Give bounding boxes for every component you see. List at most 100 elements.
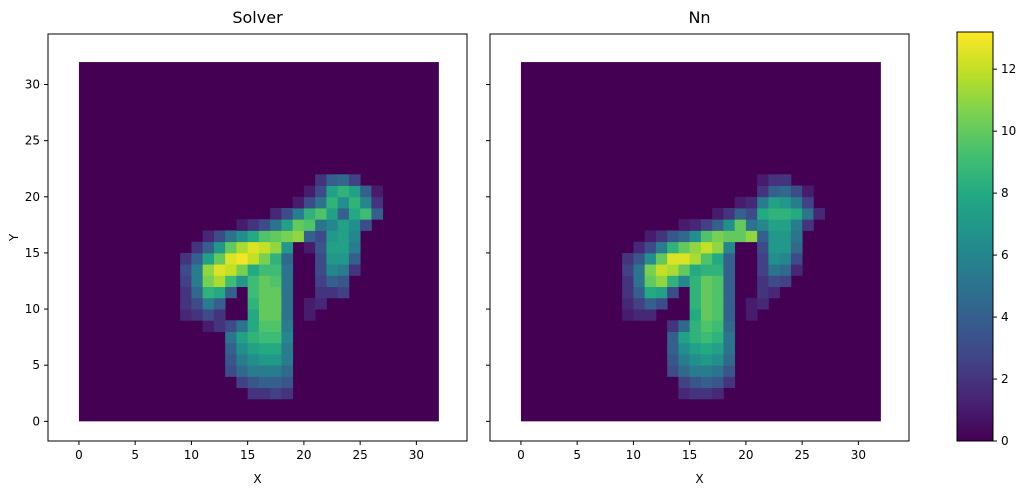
- heatmap-cell: [225, 342, 237, 355]
- heatmap-cell: [700, 275, 713, 288]
- heatmap-cell: [281, 241, 294, 254]
- heatmap-cell: [633, 297, 646, 310]
- heatmap-cell: [225, 286, 237, 299]
- heatmap-cell: [225, 365, 237, 377]
- heatmap-cell: [667, 264, 679, 276]
- solver-chart-title: Solver: [232, 8, 283, 27]
- x-tick-label: 15: [682, 448, 697, 462]
- heatmap-cell: [360, 196, 372, 209]
- heatmap-cell: [292, 208, 305, 220]
- heatmap-cell: [326, 264, 339, 276]
- heatmap-cell: [315, 264, 327, 276]
- heatmap-cell: [644, 241, 657, 254]
- x-tick-label: 20: [296, 448, 311, 462]
- heatmap-cell: [202, 252, 215, 265]
- heatmap-cell: [247, 286, 260, 299]
- heatmap-cell: [655, 264, 668, 276]
- heatmap-cell: [689, 342, 702, 355]
- heatmap-cell: [303, 297, 316, 310]
- heatmap-cell: [315, 196, 327, 209]
- heatmap-cell: [270, 241, 282, 254]
- heatmap-cell: [723, 376, 736, 389]
- heatmap-cell: [191, 252, 204, 265]
- heatmap-cell: [326, 286, 339, 299]
- heatmap-cell: [644, 230, 657, 243]
- heatmap-cell: [247, 376, 260, 389]
- heatmap-cell: [779, 174, 792, 186]
- heatmap-cell: [644, 286, 657, 299]
- heatmap-cell: [303, 208, 316, 220]
- heatmap-cell: [633, 286, 646, 299]
- heatmap-cell: [258, 286, 271, 299]
- heatmap-cell: [236, 331, 249, 344]
- heatmap-cell: [326, 241, 339, 254]
- heatmap-cell: [225, 275, 237, 288]
- heatmap-cell: [779, 185, 792, 198]
- heatmap-cell: [247, 353, 260, 366]
- heatmap-cell: [337, 208, 350, 220]
- heatmap-cell: [258, 275, 271, 288]
- heatmap-cell: [745, 309, 758, 321]
- heatmap-cell: [236, 264, 249, 276]
- heatmap-cell: [678, 320, 691, 332]
- heatmap-cell: [723, 264, 736, 276]
- x-tick-label: 10: [184, 448, 199, 462]
- heatmap-cell: [337, 196, 350, 209]
- heatmap-cell: [258, 331, 271, 344]
- heatmap-cell: [281, 365, 294, 377]
- heatmap-cell: [734, 196, 747, 209]
- heatmap-cell: [768, 264, 781, 276]
- heatmap-cell: [236, 275, 249, 288]
- heatmap-cell: [779, 241, 792, 254]
- colorbar-tick-label: 0: [1001, 434, 1009, 448]
- heatmap-cell: [281, 331, 294, 344]
- heatmap-cell: [790, 264, 803, 276]
- heatmap-cell: [700, 297, 713, 310]
- heatmap-cell: [292, 230, 305, 243]
- heatmap-cell: [337, 275, 350, 288]
- heatmap-cell: [768, 275, 781, 288]
- heatmap-cell: [202, 230, 215, 243]
- heatmap-cell: [633, 264, 646, 276]
- heatmap-cell: [191, 275, 204, 288]
- heatmap-cell: [802, 196, 814, 209]
- heatmap-cell: [667, 252, 679, 265]
- heatmap-cell: [689, 387, 702, 400]
- heatmap-cell: [723, 297, 736, 310]
- heatmap-cell: [315, 275, 327, 288]
- heatmap-cell: [655, 252, 668, 265]
- heatmap-cell: [622, 297, 634, 310]
- x-tick-label: 10: [626, 448, 641, 462]
- x-tick-label: 5: [131, 448, 139, 462]
- solver-x-axis: 0 5 10 15 20 25 30: [75, 441, 424, 462]
- heatmap-cell: [213, 320, 226, 332]
- heatmap-cell: [689, 230, 702, 243]
- heatmap-cell: [348, 185, 361, 198]
- heatmap-cell: [790, 252, 803, 265]
- heatmap-cell: [734, 219, 747, 231]
- heatmap-cell: [191, 297, 204, 310]
- heatmap-cell: [655, 286, 668, 299]
- heatmap-cell: [348, 208, 361, 220]
- heatmap-cell: [712, 252, 724, 265]
- y-tick-label: 0: [32, 414, 40, 428]
- heatmap-cell: [281, 342, 294, 355]
- nn-x-axis-label: X: [695, 472, 703, 486]
- heatmap-cell: [348, 230, 361, 243]
- heatmap-cell: [236, 320, 249, 332]
- heatmap-cell: [281, 297, 294, 310]
- colorbar-tick-label: 12: [1001, 62, 1016, 76]
- heatmap-cell: [790, 230, 803, 243]
- heatmap-cell: [270, 342, 282, 355]
- heatmap-cell: [712, 208, 724, 220]
- heatmap-cell: [757, 208, 769, 220]
- heatmap-cell: [225, 252, 237, 265]
- heatmap-cell: [225, 331, 237, 344]
- heatmap-cell: [790, 208, 803, 220]
- heatmap-cell: [667, 320, 679, 332]
- heatmap-cell: [326, 196, 339, 209]
- heatmap-cell: [281, 320, 294, 332]
- heatmap-cell: [622, 286, 634, 299]
- heatmap-cell: [779, 264, 792, 276]
